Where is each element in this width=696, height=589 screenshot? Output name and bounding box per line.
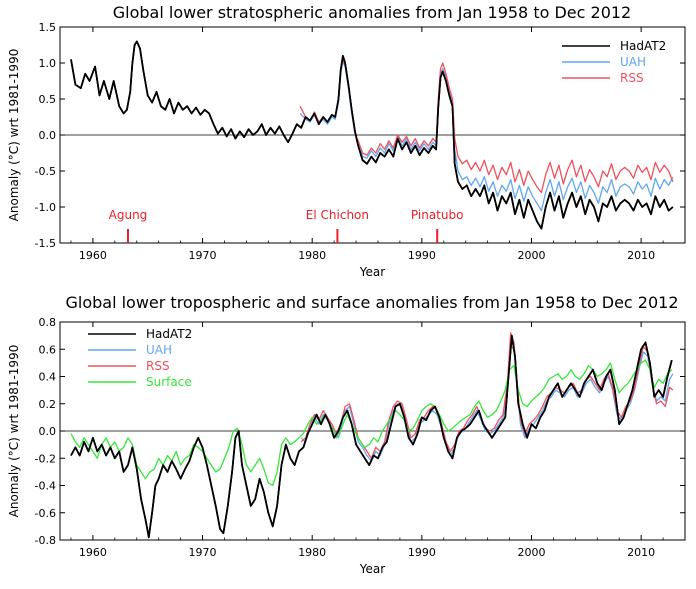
y-tick-label: 0.4: [39, 371, 57, 384]
y-tick-label: 0.8: [39, 316, 57, 329]
tropospheric-surface-anomalies-chart: Global lower tropospheric and surface an…: [7, 293, 686, 576]
event-label-agung: Agung: [109, 208, 148, 222]
y-tick-label: -0.6: [35, 507, 56, 520]
x-axis-label: Year: [359, 562, 385, 576]
x-tick-label: 1970: [189, 249, 217, 262]
y-tick-label: 0.0: [39, 425, 57, 438]
stratospheric-anomalies-chart: Global lower stratospheric anomalies fro…: [7, 3, 686, 279]
legend-label-rss: RSS: [620, 71, 644, 85]
x-axis-label: Year: [359, 265, 385, 279]
x-tick-label: 1960: [79, 546, 107, 559]
event-label-pinatubo: Pinatubo: [411, 208, 464, 222]
y-tick-label: 0.2: [39, 398, 57, 411]
y-axis-label: Anomaly (°C) wrt 1981-1990: [7, 49, 21, 222]
legend-label-uah: UAH: [620, 55, 646, 69]
y-tick-label: -0.5: [35, 165, 56, 178]
x-tick-label: 2010: [627, 546, 655, 559]
y-tick-label: -1.0: [35, 201, 56, 214]
series-line-hadat2-top: [70, 334, 673, 539]
y-axis-label: Anomaly (°C) wrt 1981-1990: [7, 345, 21, 518]
x-tick-label: 2000: [517, 546, 545, 559]
chart-title: Global lower tropospheric and surface an…: [65, 293, 678, 312]
series-line-hadat2-top: [70, 40, 674, 230]
y-tick-label: 0.5: [39, 93, 57, 106]
y-tick-label: -0.8: [35, 534, 56, 547]
legend-label-surface: Surface: [146, 375, 192, 389]
legend-label-hadat2: HadAT2: [620, 39, 666, 53]
chart-title: Global lower stratospheric anomalies fro…: [113, 3, 631, 22]
event-label-el-chichon: El Chichon: [306, 208, 369, 222]
y-tick-label: -0.4: [35, 480, 56, 493]
y-tick-label: 1.0: [39, 57, 57, 70]
x-tick-label: 1990: [408, 249, 436, 262]
y-tick-label: 0.6: [39, 343, 57, 356]
y-tick-label: 1.5: [39, 21, 57, 34]
legend-label-hadat2: HadAT2: [146, 327, 192, 341]
x-tick-label: 1980: [298, 249, 326, 262]
series-line-rss: [299, 58, 674, 194]
y-tick-label: 0.0: [39, 129, 57, 142]
x-tick-label: 2010: [627, 249, 655, 262]
x-tick-label: 1970: [189, 546, 217, 559]
y-tick-label: -1.5: [35, 237, 56, 250]
legend-label-rss: RSS: [146, 359, 170, 373]
legend-label-uah: UAH: [146, 343, 172, 357]
x-tick-label: 2000: [517, 249, 545, 262]
x-tick-label: 1960: [79, 249, 107, 262]
series-line-surface: [70, 359, 673, 487]
x-tick-label: 1980: [298, 546, 326, 559]
y-tick-label: -0.2: [35, 452, 56, 465]
x-tick-label: 1990: [408, 546, 436, 559]
